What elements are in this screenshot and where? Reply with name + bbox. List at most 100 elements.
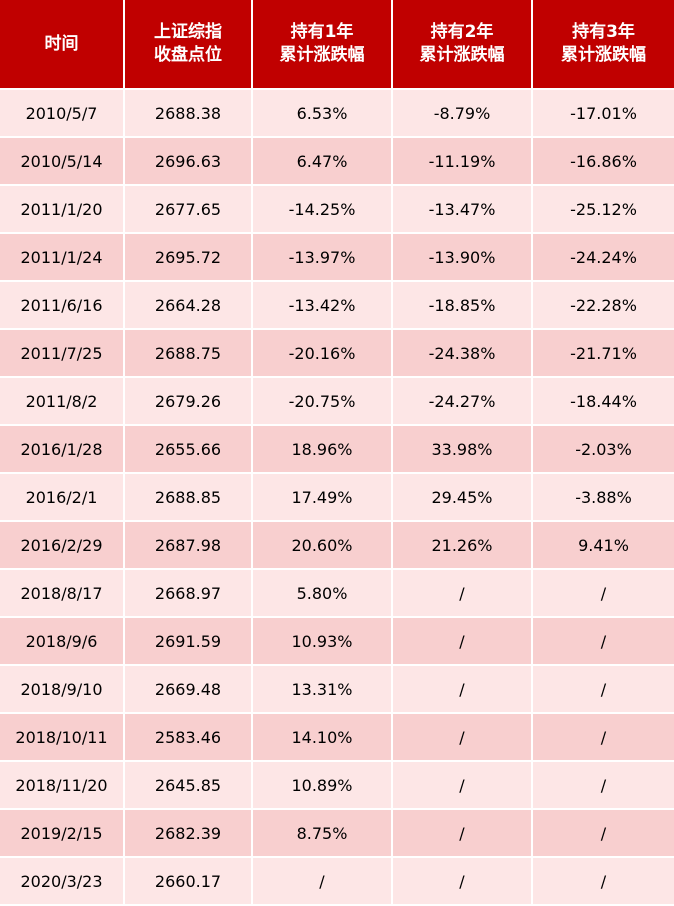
return-2y-cell: -24.38% — [392, 329, 533, 378]
table-row: 2011/7/25 2688.75 -20.16% -24.38% -21.71% — [0, 329, 674, 378]
return-1y-cell: -20.16% — [252, 329, 393, 378]
header-3y-return: 持有3年 累计涨跌幅 — [532, 0, 674, 90]
return-3y-cell: / — [532, 617, 674, 666]
return-2y-cell: / — [392, 665, 533, 714]
table-row: 2018/10/11 2583.46 14.10% / / — [0, 713, 674, 762]
return-1y-cell: 17.49% — [252, 473, 393, 522]
return-1y-cell: -13.97% — [252, 233, 393, 282]
return-1y-cell: 5.80% — [252, 569, 393, 618]
date-cell: 2018/11/20 — [0, 761, 125, 810]
header-1y-return: 持有1年累计涨跌幅 — [252, 0, 393, 90]
close-cell: 2695.72 — [124, 233, 253, 282]
return-2y-cell: -13.90% — [392, 233, 533, 282]
header-text-line: 收盘点位 — [154, 45, 222, 65]
date-cell: 2018/8/17 — [0, 569, 125, 618]
header-text-line: 持有3年 — [572, 22, 635, 42]
header-2y-return: 持有2年累计涨跌幅 — [392, 0, 533, 90]
header-close: 上证综指 收盘点位 — [124, 0, 253, 90]
header-row: 时间 上证综指收盘点位 持有1年累计涨跌幅 持有2年累计涨跌幅 持有3年 累计涨跌… — [0, 0, 674, 90]
table-row: 2011/1/24 2695.72 -13.97% -13.90% -24.24% — [0, 233, 674, 282]
date-cell: 2011/7/25 — [0, 329, 125, 378]
header-text-line: 时间 — [44, 33, 79, 54]
return-2y-cell: -13.47% — [392, 185, 533, 234]
return-1y-cell: -13.42% — [252, 281, 393, 330]
return-2y-cell: / — [392, 761, 533, 810]
date-cell: 2011/1/20 — [0, 185, 125, 234]
close-cell: 2660.17 — [124, 857, 253, 906]
return-1y-cell: 13.31% — [252, 665, 393, 714]
close-cell: 2645.85 — [124, 761, 253, 810]
return-3y-cell: / — [532, 857, 674, 906]
return-3y-cell: 9.41% — [532, 521, 674, 570]
close-cell: 2655.66 — [124, 425, 253, 474]
header-text-line: 累计涨跌幅 — [419, 45, 505, 65]
return-2y-cell: / — [392, 857, 533, 906]
return-3y-cell: -24.24% — [532, 233, 674, 282]
return-2y-cell: / — [392, 569, 533, 618]
return-2y-cell: 29.45% — [392, 473, 533, 522]
close-cell: 2664.28 — [124, 281, 253, 330]
date-cell: 2018/9/10 — [0, 665, 125, 714]
return-1y-cell: 10.93% — [252, 617, 393, 666]
return-3y-cell: / — [532, 713, 674, 762]
table-row: 2018/9/6 2691.59 10.93% / / — [0, 617, 674, 666]
return-2y-cell: -24.27% — [392, 377, 533, 426]
return-1y-cell: -14.25% — [252, 185, 393, 234]
return-2y-cell: / — [392, 713, 533, 762]
close-cell: 2677.65 — [124, 185, 253, 234]
return-1y-cell: 20.60% — [252, 521, 393, 570]
table-row: 2010/5/14 2696.63 6.47% -11.19% -16.86% — [0, 137, 674, 186]
return-3y-cell: -3.88% — [532, 473, 674, 522]
table-row: 2020/3/23 2660.17// / — [0, 857, 674, 906]
return-2y-cell: 21.26% — [392, 521, 533, 570]
return-3y-cell: -25.12% — [532, 185, 674, 234]
date-cell: 2018/10/11 — [0, 713, 125, 762]
return-1y-cell: 18.96% — [252, 425, 393, 474]
return-2y-cell: 33.98% — [392, 425, 533, 474]
header-text-line: 持有2年 — [430, 22, 494, 42]
close-cell: 2583.46 — [124, 713, 253, 762]
close-cell: 2669.48 — [124, 665, 253, 714]
return-2y-cell: / — [392, 617, 533, 666]
return-3y-cell: -17.01% — [532, 89, 674, 138]
date-cell: 2019/2/15 — [0, 809, 125, 858]
date-cell: 2010/5/7 — [0, 89, 125, 138]
table-row: 2018/9/10 2669.48 13.31% / / — [0, 665, 674, 714]
date-cell: 2018/9/6 — [0, 617, 125, 666]
return-1y-cell: 6.53% — [252, 89, 393, 138]
return-1y-cell: / — [252, 857, 393, 906]
close-cell: 2668.97 — [124, 569, 253, 618]
return-3y-cell: / — [532, 761, 674, 810]
table-row: 2011/8/2 2679.26 -20.75% -24.27% -18.44% — [0, 377, 674, 426]
date-cell: 2011/1/24 — [0, 233, 125, 282]
return-1y-cell: 6.47% — [252, 137, 393, 186]
return-2y-cell: / — [392, 809, 533, 858]
header-text-line: 累计涨跌幅 — [279, 45, 365, 65]
close-cell: 2679.26 — [124, 377, 253, 426]
return-1y-cell: 8.75% — [252, 809, 393, 858]
table-row: 2019/2/15 2682.39 8.75% / / — [0, 809, 674, 858]
return-3y-cell: -18.44% — [532, 377, 674, 426]
date-cell: 2011/6/16 — [0, 281, 125, 330]
return-3y-cell: -2.03% — [532, 425, 674, 474]
close-cell: 2696.63 — [124, 137, 253, 186]
table-body: 2010/5/7 2688.38 6.53% -8.79% -17.01% 2010/5/… — [0, 89, 674, 906]
close-cell: 2688.75 — [124, 329, 253, 378]
return-3y-cell: -21.71% — [532, 329, 674, 378]
table-row: 2010/5/7 2688.38 6.53% -8.79% -17.01% — [0, 89, 674, 138]
close-cell: 2691.59 — [124, 617, 253, 666]
return-3y-cell: -16.86% — [532, 137, 674, 186]
return-3y-cell: / — [532, 809, 674, 858]
close-cell: 2682.39 — [124, 809, 253, 858]
return-2y-cell: -11.19% — [392, 137, 533, 186]
table-row: 2011/6/16 2664.28 -13.42% -18.85% -22.28% — [0, 281, 674, 330]
return-3y-cell: / — [532, 665, 674, 714]
date-cell: 2010/5/14 — [0, 137, 125, 186]
header-text-line: 持有1年 — [290, 22, 354, 42]
date-cell: 2016/2/29 — [0, 521, 125, 570]
header-text-line: 上证综指 — [154, 22, 222, 42]
close-cell: 2687.98 — [124, 521, 253, 570]
close-cell: 2688.85 — [124, 473, 253, 522]
table-row: 2018/11/20 2645.85 10.89% / / — [0, 761, 674, 810]
